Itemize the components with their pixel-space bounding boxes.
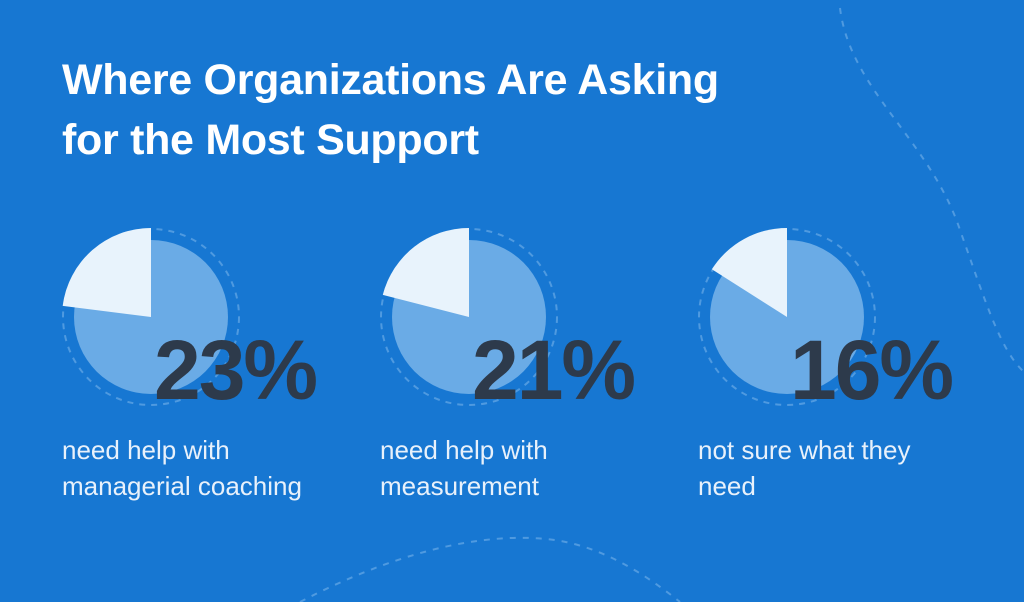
stat-block-not-sure: 16% not sure what they need [698, 220, 1018, 560]
stat-description: not sure what they need [698, 435, 911, 501]
title-line-2: for the Most Support [62, 116, 479, 164]
pie-dashed-ring [698, 228, 876, 406]
pie-dashed-ring [62, 228, 240, 406]
stat-description: need help with managerial coaching [62, 435, 302, 501]
stat-block-measurement: 21% need help with measurement [380, 220, 700, 560]
decorative-dashed-curve-bottom [299, 536, 681, 602]
pie-slice [382, 228, 469, 317]
percent-value: 21% [472, 323, 636, 417]
pie-chart-not-sure [698, 228, 876, 406]
pie-chart-managerial-coaching [62, 228, 240, 406]
pie-slice [62, 228, 152, 317]
stat-block-managerial-coaching: 23% need help with managerial coaching [62, 220, 382, 560]
percent-value: 23% [154, 323, 318, 417]
stat-description: need help with measurement [380, 435, 548, 501]
title-line-1: Where Organizations Are Asking [62, 56, 719, 104]
pie-chart-measurement [380, 228, 558, 406]
decorative-dashed-curve-top-right [839, 7, 1024, 373]
percent-value: 16% [790, 323, 954, 417]
pie-slice [711, 228, 787, 317]
page-title: Where Organizations Are Asking for the M… [62, 50, 882, 170]
pie-dashed-ring [380, 228, 558, 406]
